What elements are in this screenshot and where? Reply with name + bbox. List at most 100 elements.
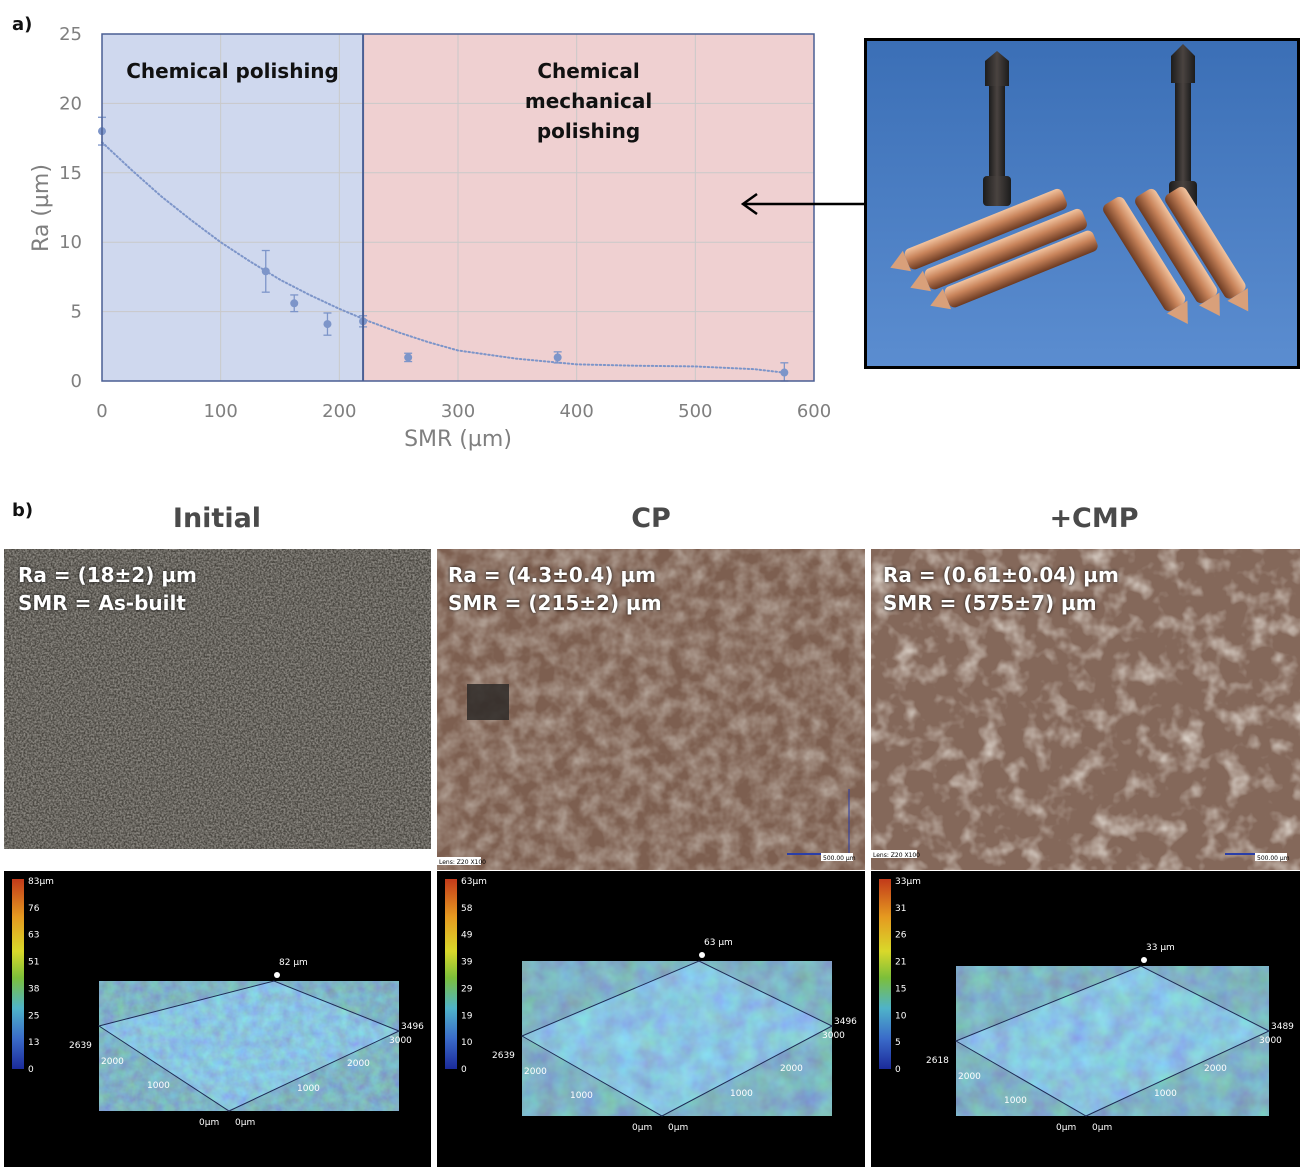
specimen-photo [864,38,1300,369]
x-tick-label: 400 [559,401,593,422]
colorbar-tick-label: 10 [461,1038,473,1048]
lens-label-cp: Lens: Z20 X100 [439,859,486,866]
surface-texture [522,961,832,1116]
region-1 [363,34,814,381]
colorbar-tick-label: 49 [461,931,473,941]
scale-bar-label-cmp: 500.00 µm [1257,855,1290,862]
colorbar-tick-label: 21 [895,958,906,968]
data-point [404,353,413,362]
peak-label: 33 µm [1146,943,1175,953]
panel-b-label: b) [12,500,34,521]
colorbar [445,879,457,1069]
colorbar [879,879,891,1069]
colorbar-tick-label: 0 [895,1065,901,1075]
axis-label-x-max: 3489 [1271,1022,1294,1032]
colorbar-tick-label: 33µm [895,877,921,887]
x-tick-label: 500 [678,401,712,422]
y-tick-label: 25 [59,24,82,45]
ra-vs-smr-chart: 0 100 200 300 400 500 600 0 5 10 15 20 25 Chemical p… [29,24,831,452]
peak-marker [699,952,705,958]
colorbar-tick-label: 38 [28,984,40,994]
profile-3d-cp: 63µm 58 49 39 29 19 10 0 63 µm 2639 2000 1000 0µm 0µm… [437,871,865,1167]
axis-label-x-hi: 3000 [822,1031,845,1041]
scale-bar-label-cp: 500.00 µm [823,855,856,862]
x-tick-label: 200 [322,401,356,422]
region-label: Chemical [537,59,639,83]
data-point [323,320,332,329]
micrograph-cmp-text: Ra = (0.61±0.04) µm SMR = (575±7) µm [883,561,1119,617]
specimen-photo-image [867,41,1297,366]
axis-label-origin-b: 0µm [235,1118,255,1128]
peak-marker [274,972,280,978]
plot-frame [101,33,815,382]
axis-label-x-mid: 2000 [780,1064,803,1074]
axis-label-y-low: 1000 [1004,1096,1027,1106]
x-tick-label: 0 [96,401,107,422]
y-tick-label: 0 [71,371,82,392]
axis-label-y-max: 2639 [492,1051,515,1061]
axis-label-y-mid: 2000 [958,1072,981,1082]
initial-smr: SMR = As-built [18,591,186,615]
peak-label: 82 µm [279,958,308,968]
axis-label-origin-a: 0µm [1056,1123,1076,1133]
x-tick-label: 300 [441,401,475,422]
data-point [780,368,789,377]
surface-edge [97,980,401,1112]
y-tick-label: 20 [59,93,82,114]
y-tick-label: 5 [71,302,82,323]
axis-label-x-low: 1000 [730,1089,753,1099]
axis-label-x-low: 1000 [297,1084,320,1094]
axis-label-x-mid: 2000 [347,1059,370,1069]
micrograph-cp-texture: Lens: Z20 X100 500.00 µm [437,549,865,870]
surface-texture [99,981,399,1111]
cmp-smr: SMR = (575±7) µm [883,591,1097,615]
axis-label-x-max: 3496 [834,1017,857,1027]
region-0 [102,34,364,381]
colorbar-tick-label: 15 [895,984,906,994]
colorbar-tick-label: 31 [895,904,906,914]
micrograph-cmp-texture: Lens: Z20 X100 500.00 µm [871,549,1300,870]
colorbar-tick-label: 58 [461,904,473,914]
x-tick-label: 600 [797,401,831,422]
cmp-ra: Ra = (0.61±0.04) µm [883,563,1119,587]
x-tick-label: 100 [203,401,237,422]
profile-3d-cmp-plot: 33µm 31 26 21 15 10 5 0 33 µm 2618 2000 1000 0µm 0µm 1… [879,877,1294,1133]
axis-label-x-hi: 3000 [1259,1036,1282,1046]
axis-label-origin-b: 0µm [1092,1123,1112,1133]
colorbar-tick-label: 0 [28,1065,34,1075]
colorbar-tick-label: 5 [895,1038,901,1048]
colorbar-tick-label: 51 [28,958,39,968]
region-label: Chemical polishing [126,59,339,83]
colorbar-tick-label: 19 [461,1011,473,1021]
colorbar-tick-label: 39 [461,958,473,968]
axis-label-y-mid: 2000 [524,1067,547,1077]
x-axis-label: SMR (µm) [404,427,512,452]
column-title-cp: CP [631,503,671,534]
axis-label-y-max: 2618 [926,1056,949,1066]
y-tick-label: 15 [59,163,82,184]
region-label: polishing [537,119,640,143]
data-point [553,353,562,362]
micrograph-initial-texture [4,549,431,849]
profile-3d-cmp: 33µm 31 26 21 15 10 5 0 33 µm 2618 2000 1000 0µm 0µm 1… [871,871,1300,1167]
surface-texture [956,966,1269,1116]
axis-label-origin-a: 0µm [632,1123,652,1133]
panel-a-label: a) [12,14,33,35]
micrograph-cp: Lens: Z20 X100 500.00 µm Ra = (4.3±0.4) … [437,549,865,870]
colorbar-tick-label: 83µm [28,877,54,887]
trendline [101,141,786,374]
cp-ra: Ra = (4.3±0.4) µm [448,563,656,587]
cp-smr: SMR = (215±2) µm [448,591,662,615]
y-tick-label: 10 [59,232,82,253]
region-label: mechanical [525,89,652,113]
micrograph-cmp: Lens: Z20 X100 500.00 µm Ra = (0.61±0.04… [871,549,1300,870]
colorbar-tick-label: 0 [461,1065,467,1075]
axis-label-x-mid: 2000 [1204,1064,1227,1074]
arrow-to-chart [740,192,865,216]
colorbar-tick-label: 29 [461,984,473,994]
micrograph-initial: Ra = (18±2) µm SMR = As-built [4,549,431,849]
colorbar-tick-label: 63 [28,931,39,941]
surface-edge [520,960,834,1117]
lens-label-cmp: Lens: Z20 X100 [873,852,920,859]
colorbar-tick-label: 76 [28,904,40,914]
